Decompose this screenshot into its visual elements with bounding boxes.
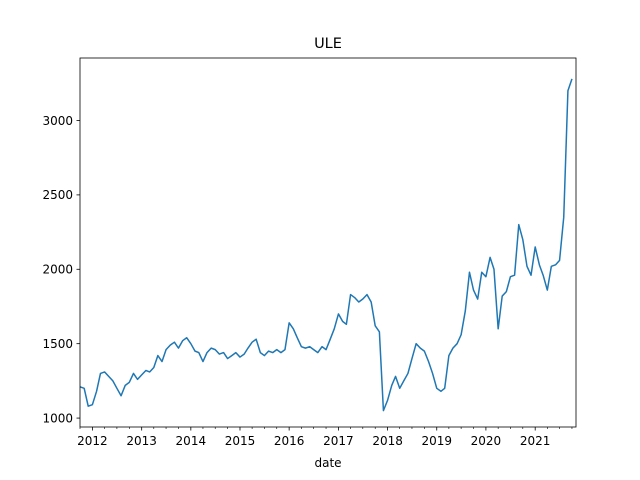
x-tick-label: 2016 [274, 434, 305, 448]
axes-frame [79, 57, 577, 428]
x-tick-label: 2015 [225, 434, 256, 448]
x-axis: 2012 2013 2014 2015 2016 2017 2018 2019 2020 2021 [77, 427, 573, 448]
x-tick-label: 2017 [323, 434, 354, 448]
x-tick-label: 2013 [126, 434, 157, 448]
y-tick-label: 1000 [42, 411, 73, 425]
x-tick-label: 2021 [520, 434, 551, 448]
y-tick-label: 2000 [42, 263, 73, 277]
y-tick-label: 2500 [42, 188, 73, 202]
x-axis-label: date [314, 456, 341, 470]
y-axis: 1000 1500 2000 2500 3000 [42, 114, 80, 425]
series-line [79, 78, 573, 412]
chart-title: ULE [314, 36, 342, 52]
x-tick-label: 2014 [176, 434, 207, 448]
x-tick-label: 2019 [421, 434, 452, 448]
x-tick-label: 2012 [77, 434, 108, 448]
x-tick-label: 2018 [372, 434, 403, 448]
y-tick-label: 1500 [42, 337, 73, 351]
x-tick-label: 2020 [471, 434, 502, 448]
y-tick-label: 3000 [42, 114, 73, 128]
